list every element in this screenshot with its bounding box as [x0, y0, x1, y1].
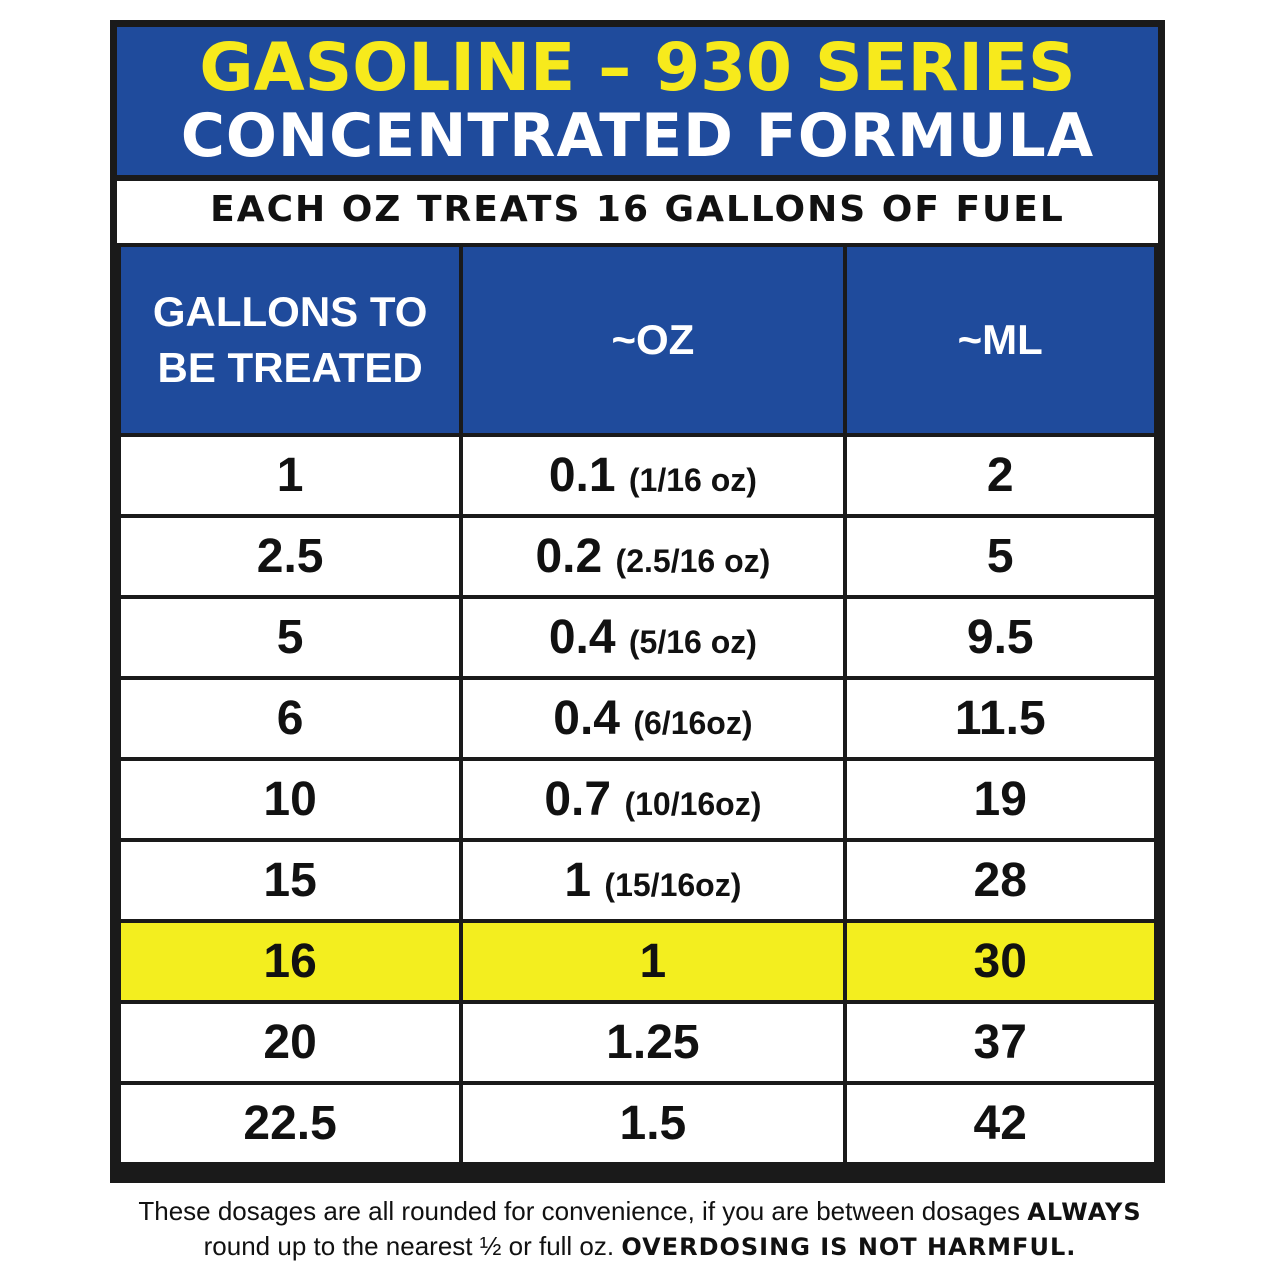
- gallons-cell: 20: [121, 1004, 460, 1081]
- table-row: 6 0.4 (6/16oz) 11.5: [121, 680, 1154, 757]
- oz-cell: 1: [463, 923, 843, 1000]
- footer-emphasis: OVERDOSING IS NOT HARMFUL.: [621, 1233, 1077, 1261]
- dosage-chart: GASOLINE – 930 SERIES CONCENTRATED FORMU…: [110, 20, 1165, 1183]
- gallons-cell: 6: [121, 680, 460, 757]
- oz-cell: 1.5: [463, 1085, 843, 1162]
- title: GASOLINE – 930 SERIES: [199, 29, 1076, 106]
- oz-note: (6/16oz): [633, 705, 753, 741]
- footer-text: These dosages are all rounded for conven…: [138, 1196, 1021, 1226]
- gallons-cell: 1: [121, 437, 460, 514]
- ml-cell: 30: [846, 923, 1154, 1000]
- column-header: ~ML: [846, 247, 1154, 433]
- table-row: 20 1.25 37: [121, 1004, 1154, 1081]
- oz-value: 0.2: [535, 530, 603, 583]
- ml-cell: 19: [846, 761, 1154, 838]
- oz-note: (1/16 oz): [628, 462, 757, 498]
- footer-emphasis: ALWAYS: [1027, 1198, 1142, 1226]
- tagline: EACH OZ TREATS 16 GALLONS OF FUEL: [117, 181, 1158, 243]
- gallons-cell: 22.5: [121, 1085, 460, 1162]
- gallons-cell: 5: [121, 599, 460, 676]
- gallons-cell: 2.5: [121, 518, 460, 595]
- ml-cell: 28: [846, 842, 1154, 919]
- table-row: 1 0.1 (1/16 oz) 2: [121, 437, 1154, 514]
- oz-value: 1.5: [619, 1097, 687, 1150]
- oz-cell: 0.7 (10/16oz): [463, 761, 843, 838]
- oz-note: (10/16oz): [624, 786, 762, 822]
- title-band: GASOLINE – 930 SERIES CONCENTRATED FORMU…: [117, 27, 1158, 175]
- table-row: 22.5 1.5 42: [121, 1085, 1154, 1162]
- ml-cell: 9.5: [846, 599, 1154, 676]
- oz-note: (2.5/16 oz): [615, 543, 771, 579]
- oz-cell: 0.1 (1/16 oz): [463, 437, 843, 514]
- subtitle: CONCENTRATED FORMULA: [180, 101, 1095, 171]
- column-header: GALLONS TO BE TREATED: [121, 247, 460, 433]
- table-row: 10 0.7 (10/16oz) 19: [121, 761, 1154, 838]
- header-row: GALLONS TO BE TREATED ~OZ ~ML: [121, 247, 1154, 433]
- ml-cell: 42: [846, 1085, 1154, 1162]
- oz-value: 0.7: [544, 773, 612, 826]
- oz-value: 1: [564, 854, 592, 907]
- ml-cell: 5: [846, 518, 1154, 595]
- oz-note: (15/16oz): [604, 867, 742, 903]
- table-row: 15 1 (15/16oz) 28: [121, 842, 1154, 919]
- oz-value: 1: [639, 935, 667, 988]
- table-body: 1 0.1 (1/16 oz) 2 2.5 0.2 (2.5/16 oz) 5 5 0.4 (…: [121, 437, 1154, 1162]
- ml-cell: 11.5: [846, 680, 1154, 757]
- table-row: 5 0.4 (5/16 oz) 9.5: [121, 599, 1154, 676]
- table-row: 2.5 0.2 (2.5/16 oz) 5: [121, 518, 1154, 595]
- gallons-cell: 16: [121, 923, 460, 1000]
- oz-value: 0.4: [553, 692, 620, 745]
- oz-note: (5/16 oz): [628, 624, 757, 660]
- table-row: 16 1 30: [121, 923, 1154, 1000]
- ml-cell: 2: [846, 437, 1154, 514]
- oz-value: 0.1: [548, 449, 616, 502]
- footer-text: round up to the nearest ½ or full oz.: [203, 1231, 615, 1261]
- gallons-cell: 10: [121, 761, 460, 838]
- oz-cell: 0.4 (5/16 oz): [463, 599, 843, 676]
- footer: These dosages are all rounded for conven…: [60, 1194, 1220, 1264]
- oz-cell: 1.25: [463, 1004, 843, 1081]
- dosage-table: GALLONS TO BE TREATED ~OZ ~ML 1 0.1 (1/16 o…: [117, 243, 1158, 1166]
- oz-cell: 1 (15/16oz): [463, 842, 843, 919]
- column-header: ~OZ: [463, 247, 843, 433]
- ml-cell: 37: [846, 1004, 1154, 1081]
- gallons-cell: 15: [121, 842, 460, 919]
- oz-cell: 0.4 (6/16oz): [463, 680, 843, 757]
- oz-value: 0.4: [548, 611, 616, 664]
- oz-cell: 0.2 (2.5/16 oz): [463, 518, 843, 595]
- oz-value: 1.25: [606, 1016, 700, 1069]
